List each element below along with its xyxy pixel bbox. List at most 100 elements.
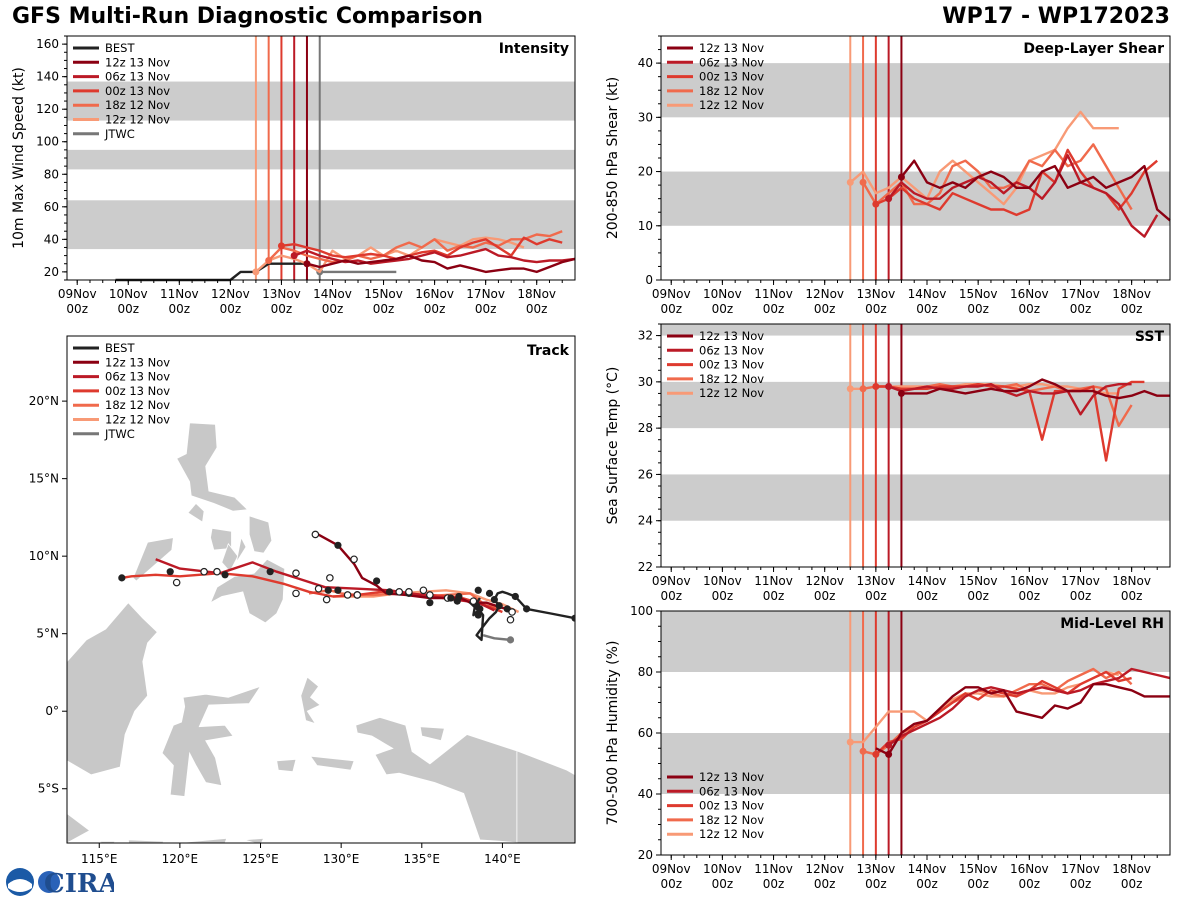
x-tick-label: 10Nov xyxy=(703,287,742,301)
x-tick-label: 14Nov xyxy=(313,287,352,301)
series-marker xyxy=(303,260,311,268)
legend-label: 06z 13 Nov xyxy=(105,370,170,384)
track-point-hollow xyxy=(326,574,334,582)
track-point xyxy=(334,541,342,549)
track-point-hollow xyxy=(405,588,413,596)
y-tick-label: 140 xyxy=(36,70,59,84)
y-axis-label: 10m Max Wind Speed (kt) xyxy=(11,67,27,249)
x-tick-label: 15Nov xyxy=(364,287,403,301)
x-tick-label: 00z xyxy=(916,589,938,603)
track-point xyxy=(474,586,482,594)
x-tick-label: 17Nov xyxy=(466,287,505,301)
x-tick-label: 09Nov xyxy=(652,287,691,301)
series-marker xyxy=(252,268,260,276)
shaded-band xyxy=(67,200,575,250)
x-tick-label: 00z xyxy=(814,877,836,891)
series-line xyxy=(901,378,1170,400)
lat-tick-label: 20°N xyxy=(29,394,59,408)
x-tick-label: 16Nov xyxy=(1010,574,1049,588)
track-point-hollow xyxy=(343,591,352,599)
series-marker xyxy=(265,256,273,264)
lat-tick-label: 5°S xyxy=(38,782,59,796)
init-lines xyxy=(254,36,321,280)
series-marker xyxy=(277,242,285,250)
legend-label: 18z 12 Nov xyxy=(105,398,170,412)
panel-shear: 01020304009Nov00z10Nov00z11Nov00z12Nov00… xyxy=(605,35,1171,316)
y-tick-label: 20 xyxy=(638,848,653,862)
x-tick-label: 13Nov xyxy=(857,287,896,301)
track-line xyxy=(121,572,503,614)
series-marker xyxy=(885,750,893,758)
legend-label: 12z 13 Nov xyxy=(699,41,764,55)
legend-label: 00z 13 Nov xyxy=(699,70,764,84)
series-marker xyxy=(872,750,880,758)
track-point xyxy=(334,586,342,594)
x-tick-label: 15Nov xyxy=(959,862,998,876)
shaded-band xyxy=(661,324,1170,336)
lon-tick-label: 135°E xyxy=(404,852,441,866)
series-line xyxy=(887,154,1159,238)
x-tick-label: 00z xyxy=(763,877,785,891)
track-line xyxy=(469,590,575,642)
panel-sst: 22242628303209Nov00z10Nov00z11Nov00z12No… xyxy=(605,323,1171,603)
y-tick-label: 100 xyxy=(36,135,59,149)
track-point xyxy=(426,599,434,607)
x-tick-label: 00z xyxy=(169,302,191,316)
track-point xyxy=(523,605,531,613)
lon-tick-label: 140°E xyxy=(484,852,521,866)
track-point xyxy=(221,571,229,579)
y-tick-label: 100 xyxy=(630,604,653,618)
series-line xyxy=(875,683,1170,756)
series-marker xyxy=(859,747,867,755)
x-tick-label: 16Nov xyxy=(1010,287,1049,301)
x-tick-label: 00z xyxy=(660,302,682,316)
y-tick-label: 24 xyxy=(638,514,653,528)
new-guinea-land xyxy=(355,716,575,843)
x-tick-label: 18Nov xyxy=(1112,862,1151,876)
x-tick-label: 00z xyxy=(967,589,989,603)
panel-title: Intensity xyxy=(499,41,569,57)
y-tick-label: 32 xyxy=(638,329,653,343)
lon-tick-label: 125°E xyxy=(242,852,279,866)
y-tick-label: 40 xyxy=(638,787,653,801)
x-tick-label: 10Nov xyxy=(703,574,742,588)
init-lines xyxy=(849,324,903,567)
legend-label: JTWC xyxy=(104,127,135,141)
init-lines xyxy=(849,36,903,280)
x-tick-label: 00z xyxy=(1121,589,1143,603)
track-point-hollow xyxy=(200,567,208,576)
legend-label: 06z 13 Nov xyxy=(699,343,764,357)
x-tick-label: 00z xyxy=(712,302,734,316)
track-point-hollow xyxy=(311,530,320,539)
x-tick-label: 11Nov xyxy=(754,862,793,876)
series-line xyxy=(887,667,1171,747)
shaded-band xyxy=(661,63,1170,118)
shaded-band xyxy=(661,733,1170,794)
lat-tick-label: 0° xyxy=(45,704,59,718)
flores-land xyxy=(175,837,228,843)
series-marker xyxy=(846,178,854,186)
cira-logo-text: CIRA xyxy=(44,869,114,898)
x-tick-label: 17Nov xyxy=(1061,574,1100,588)
legend-label: 18z 12 Nov xyxy=(699,84,764,98)
series-line xyxy=(255,236,525,274)
x-tick-label: 17Nov xyxy=(1061,862,1100,876)
y-tick-label: 0 xyxy=(645,273,653,287)
x-tick-label: 13Nov xyxy=(262,287,301,301)
track-point xyxy=(506,636,515,644)
mindanao-land xyxy=(209,558,286,624)
x-tick-label: 00z xyxy=(117,302,139,316)
legend-label: 12z 13 Nov xyxy=(699,329,764,343)
legend-label: 06z 13 Nov xyxy=(105,70,170,84)
negros-land xyxy=(221,542,239,573)
x-tick-label: 14Nov xyxy=(908,574,947,588)
series-line xyxy=(849,110,1119,206)
track-line xyxy=(482,634,511,642)
mindoro-land xyxy=(187,502,205,523)
series-marker xyxy=(859,178,867,186)
legend-label: 12z 13 Nov xyxy=(105,55,170,69)
track-point-hollow xyxy=(426,591,434,599)
legend-label: 18z 12 Nov xyxy=(699,372,764,386)
x-tick-label: 18Nov xyxy=(517,287,556,301)
